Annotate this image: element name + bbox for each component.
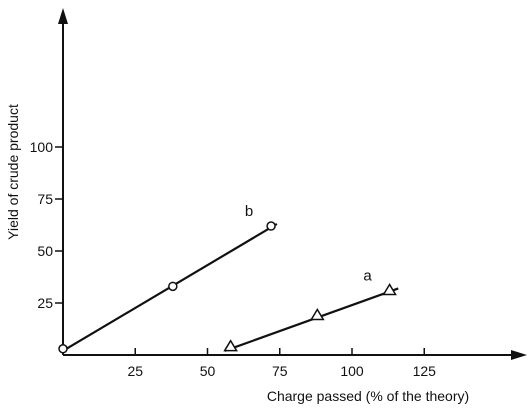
y-axis-label: Yield of crude product [5, 104, 21, 240]
x-tick-label: 125 [413, 363, 437, 379]
series-a-point [309, 308, 325, 321]
y-ticks: 25 50 75 100 [30, 139, 63, 311]
y-tick-label: 50 [37, 243, 53, 259]
x-axis-arrow [511, 350, 527, 360]
series-b-point [58, 344, 68, 354]
x-tick-label: 50 [200, 363, 216, 379]
y-axis-arrow [58, 8, 68, 24]
series-layer: ba [58, 203, 399, 354]
series-b: b [58, 203, 278, 354]
x-axis-label: Charge passed (% of the theory) [267, 388, 469, 404]
axes [58, 8, 527, 360]
series-a-point [382, 283, 397, 296]
y-tick-label: 75 [37, 191, 53, 207]
x-ticks: 25 50 75 100 125 [127, 348, 436, 379]
series-a-point [223, 339, 238, 352]
x-tick-label: 25 [127, 363, 143, 379]
series-b-point [168, 281, 178, 292]
y-tick-label: 100 [30, 139, 54, 155]
series-b-label: b [245, 203, 253, 220]
x-tick-label: 75 [272, 363, 288, 379]
series-a: a [223, 268, 399, 352]
series-b-point [266, 221, 276, 231]
series-a-label: a [363, 268, 372, 285]
x-tick-label: 100 [340, 363, 364, 379]
y-tick-label: 25 [37, 295, 53, 311]
